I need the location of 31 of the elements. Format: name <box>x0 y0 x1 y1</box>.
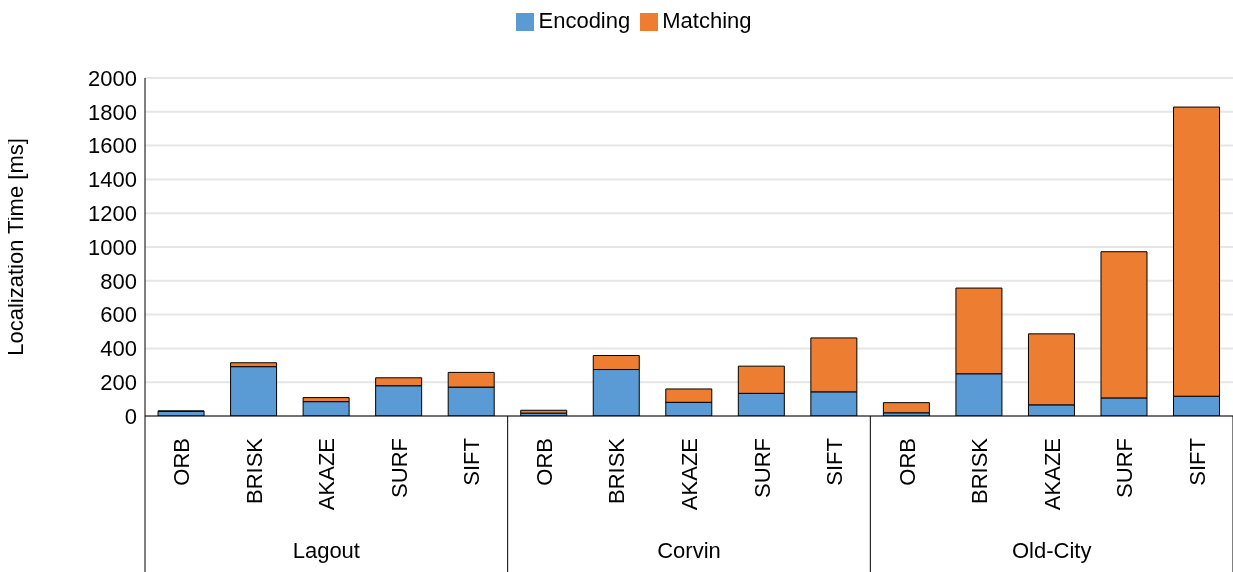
y-tick-label: 600 <box>100 302 137 328</box>
text: Corvin <box>657 538 721 563</box>
y-tick-label: 1200 <box>88 201 137 227</box>
x-tick-label: ORB <box>531 438 557 486</box>
y-tick-label: 1600 <box>88 133 137 159</box>
x-tick-label: SIFT <box>459 438 485 486</box>
y-tick-label: 200 <box>100 370 137 396</box>
y-tick-label: 400 <box>100 336 137 362</box>
x-tick-label: BRISK <box>241 437 267 505</box>
legend-label: Matching <box>662 8 752 33</box>
x-tick-label: SURF <box>749 438 775 498</box>
x-tick-label: SURF <box>386 438 412 498</box>
x-tick-label: AKAZE <box>314 438 340 511</box>
x-tick-label: AKAZE <box>677 438 702 511</box>
y-tick-label: 1000 <box>88 234 137 260</box>
legend-label: Encoding <box>538 8 631 33</box>
x-tick-label: SIFT <box>1184 438 1210 486</box>
y-tick-label: 0 <box>124 403 137 429</box>
text: Lagout <box>292 538 360 563</box>
x-tick-label: ORB <box>894 438 920 486</box>
y-tick-label: 2000 <box>88 65 137 91</box>
y-tick-label: 1800 <box>88 99 137 125</box>
y-tick-label: 800 <box>100 268 137 294</box>
x-tick-label: AKAZE <box>1039 438 1065 511</box>
x-tick-label: SIFT <box>822 438 848 486</box>
x-tick-label: SURF <box>1112 438 1138 498</box>
x-tick-label: BRISK <box>604 437 630 505</box>
y-tick-label: 1400 <box>88 167 137 193</box>
text: Old-City <box>1011 538 1092 563</box>
x-tick-label: BRISK <box>967 437 993 505</box>
x-tick-label: ORB <box>169 438 195 486</box>
